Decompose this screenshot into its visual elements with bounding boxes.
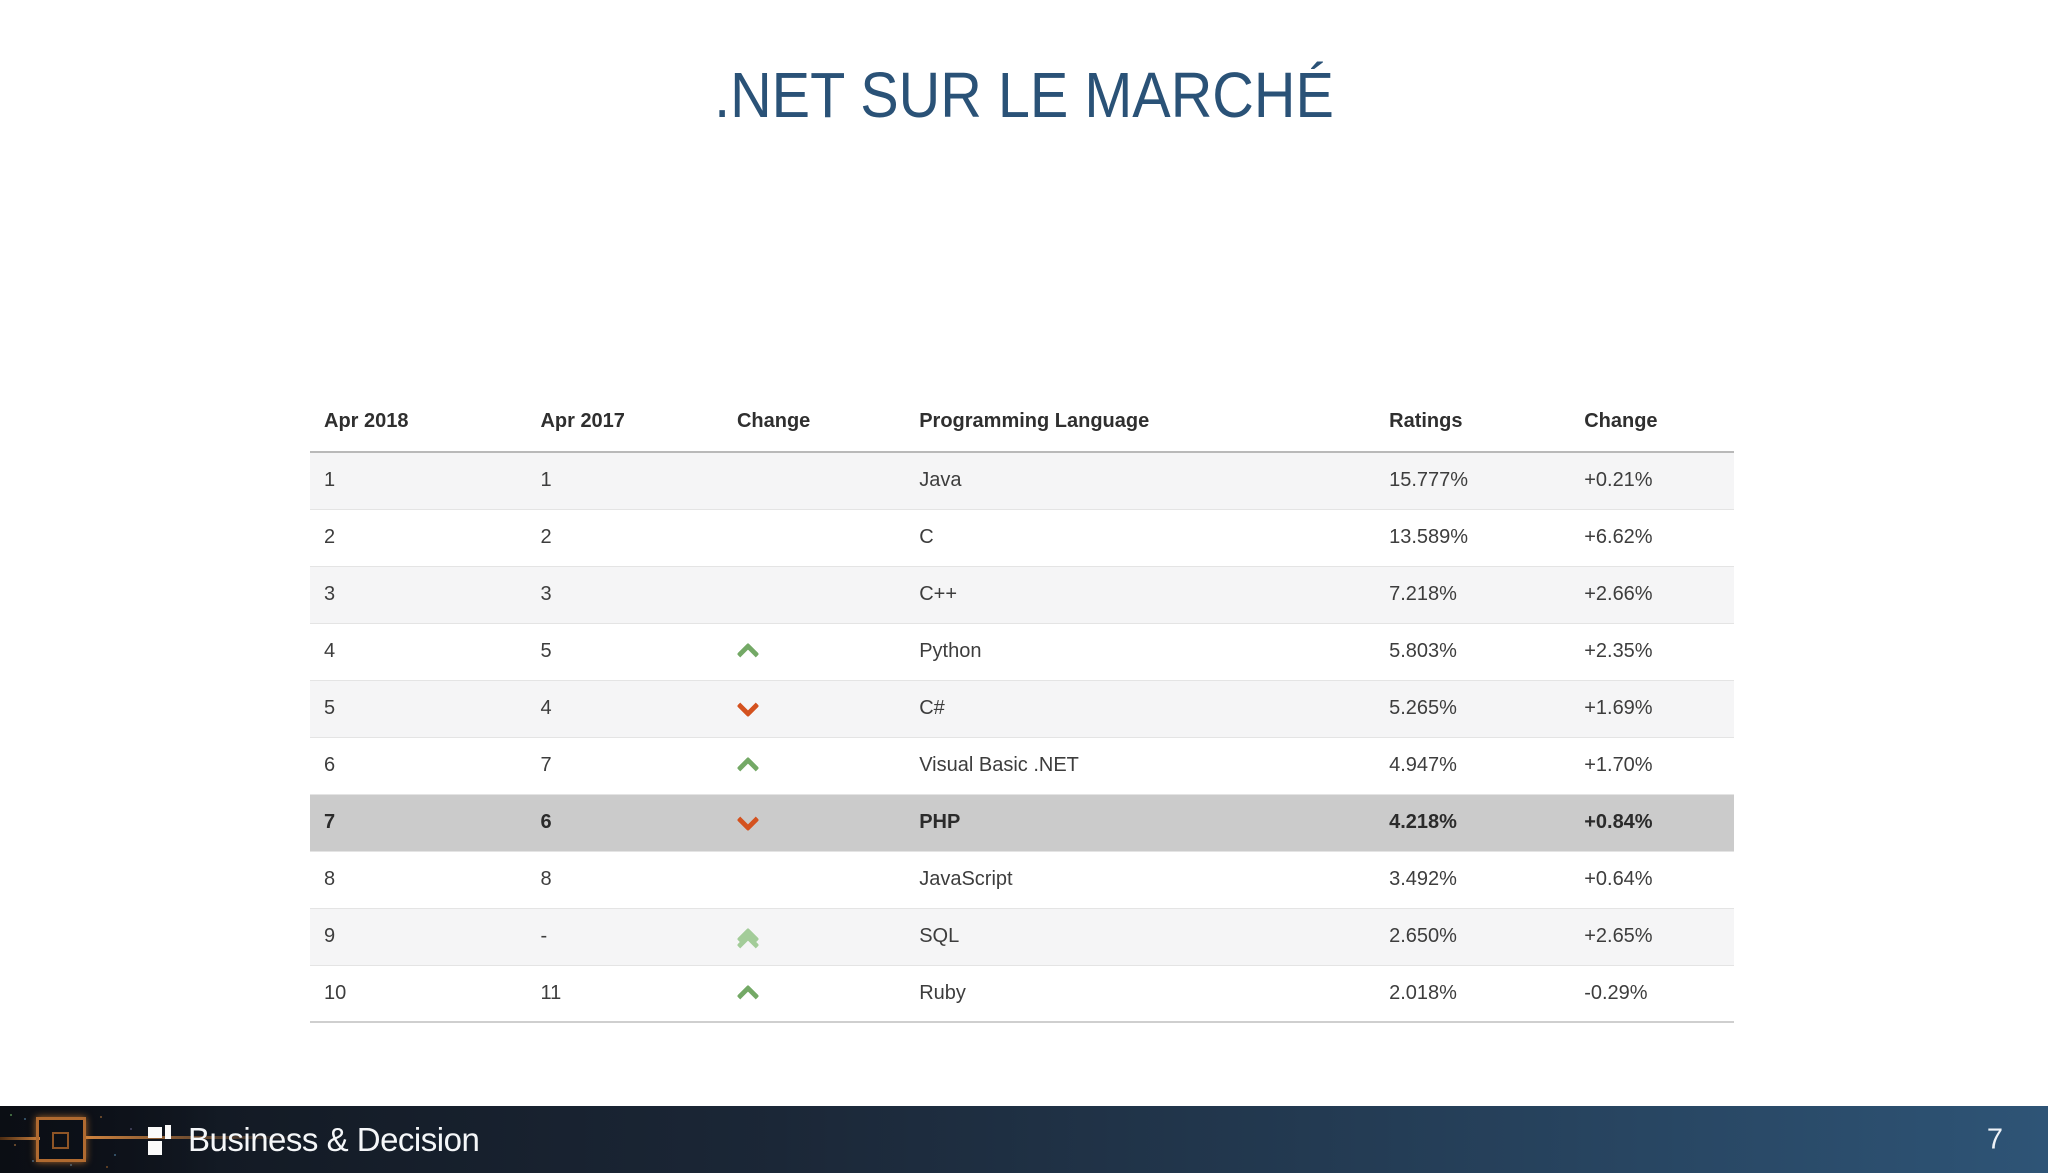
rank-2017-cell: 11 [540, 981, 562, 1004]
ratings-cell: 5.803% [1389, 640, 1457, 662]
rank-2017-cell: 3 [540, 583, 552, 605]
change-cell: +2.65% [1584, 925, 1653, 947]
language-ranking-table: Apr 2018 Apr 2017 Change Programming Lan… [310, 410, 1734, 1023]
rank-2018-cell: 2 [324, 526, 336, 548]
tiobe-table-body: 1 1 Java 15.777% +0.21% 2 2 C 13.589% +6… [310, 452, 1734, 1022]
table-row: 7 6 PHP 4.218% +0.84% [310, 794, 1734, 851]
ratings-cell: 3.492% [1389, 868, 1457, 890]
change-cell: +1.69% [1584, 697, 1653, 719]
ratings-cell: 2.018% [1389, 981, 1457, 1004]
table-row: 5 4 C# 5.265% +1.69% [310, 680, 1734, 737]
language-cell: PHP [919, 811, 961, 833]
ratings-cell: 2.650% [1389, 925, 1457, 947]
change-cell: +0.84% [1584, 811, 1653, 833]
change-icon-cell [723, 452, 905, 509]
change-cell: +2.66% [1584, 583, 1653, 605]
footer-bar: Business & Decision 7 [0, 1106, 2048, 1173]
rank-2017-cell: 6 [540, 811, 552, 833]
col-header-ratings: Ratings [1375, 410, 1571, 453]
language-cell: C [919, 526, 934, 548]
language-cell: SQL [919, 925, 960, 947]
ratings-cell: 4.218% [1389, 811, 1457, 833]
table-row: 2 2 C 13.589% +6.62% [310, 509, 1734, 566]
col-header-change-position: Change [722, 410, 906, 453]
table-row: 6 7 Visual Basic .NET 4.947% +1.70% [310, 737, 1734, 794]
change-icon-cell [723, 566, 905, 623]
rank-2018-cell: 4 [324, 640, 336, 662]
table-header-row: Apr 2018 Apr 2017 Change Programming Lan… [310, 410, 1734, 453]
change-icon-cell [723, 509, 905, 566]
change-icon-cell [723, 965, 905, 1022]
language-cell: C# [919, 697, 945, 719]
rank-2018-cell: 5 [324, 697, 336, 719]
table-row: 8 8 JavaScript 3.492% +0.64% [310, 851, 1734, 908]
slide-title: .NET SUR LE MARCHÉ [714, 59, 1334, 131]
change-icon-cell [723, 737, 905, 794]
ratings-cell: 15.777% [1389, 469, 1469, 492]
change-cell: +6.62% [1584, 526, 1653, 548]
double-up-arrow-icon [737, 926, 759, 948]
rank-2018-cell: 10 [324, 981, 347, 1004]
language-cell: Java [919, 469, 962, 492]
rank-2017-cell: 8 [540, 868, 552, 890]
rank-2017-cell: 2 [540, 526, 552, 548]
rank-2017-cell: 1 [540, 469, 552, 492]
rank-2017-cell: 7 [540, 754, 552, 776]
table-row: 4 5 Python 5.803% +2.35% [310, 623, 1734, 680]
page-number: 7 [1986, 1123, 2003, 1155]
table-row: 1 1 Java 15.777% +0.21% [310, 452, 1734, 509]
ratings-cell: 5.265% [1389, 697, 1457, 719]
col-header-programming-language: Programming Language [905, 410, 1376, 453]
rank-2018-cell: 9 [324, 925, 336, 947]
table-row: 10 11 Ruby 2.018% -0.29% [310, 965, 1734, 1022]
change-cell: +1.70% [1584, 754, 1653, 776]
brand-name: Business & Decision [188, 1120, 480, 1158]
change-cell: -0.29% [1584, 981, 1648, 1004]
rank-2018-cell: 8 [324, 868, 336, 890]
table-row: 3 3 C++ 7.218% +2.66% [310, 566, 1734, 623]
change-icon-cell [723, 851, 905, 908]
up-arrow-icon [737, 755, 759, 771]
language-cell: Visual Basic .NET [919, 754, 1079, 776]
down-arrow-icon [737, 812, 759, 828]
col-header-change-ratings: Change [1570, 410, 1734, 453]
up-arrow-icon [737, 983, 759, 999]
change-cell: +0.64% [1584, 868, 1653, 890]
ratings-cell: 7.218% [1389, 583, 1457, 605]
language-cell: Ruby [919, 981, 966, 1004]
language-cell: Python [919, 640, 982, 662]
change-cell: +0.21% [1584, 469, 1653, 492]
language-cell: JavaScript [919, 868, 1013, 890]
change-icon-cell [723, 623, 905, 680]
table-row: 9 - SQL 2.650% +2.65% [310, 908, 1734, 965]
change-icon-cell [723, 908, 905, 965]
rank-2018-cell: 6 [324, 754, 336, 776]
rank-2017-cell: 5 [540, 640, 552, 662]
rank-2017-cell: 4 [540, 697, 552, 719]
col-header-apr-2018: Apr 2018 [310, 410, 527, 453]
change-cell: +2.35% [1584, 640, 1653, 662]
change-icon-cell [723, 680, 905, 737]
up-arrow-icon [737, 641, 759, 657]
rank-2018-cell: 1 [324, 469, 336, 492]
ratings-cell: 4.947% [1389, 754, 1457, 776]
ratings-cell: 13.589% [1389, 526, 1469, 548]
change-icon-cell [723, 794, 905, 851]
business-decision-logo: Business & Decision [148, 1120, 480, 1159]
rank-2018-cell: 7 [324, 811, 336, 833]
rank-2017-cell: - [540, 925, 548, 947]
col-header-apr-2017: Apr 2017 [526, 410, 723, 453]
rank-2018-cell: 3 [324, 583, 336, 605]
language-cell: C++ [919, 583, 958, 605]
down-arrow-icon [737, 698, 759, 714]
business-decision-logo-icon [148, 1124, 182, 1156]
slide: .NET SUR LE MARCHÉ Apr 2018 Apr 2017 Cha… [0, 58, 2048, 1173]
